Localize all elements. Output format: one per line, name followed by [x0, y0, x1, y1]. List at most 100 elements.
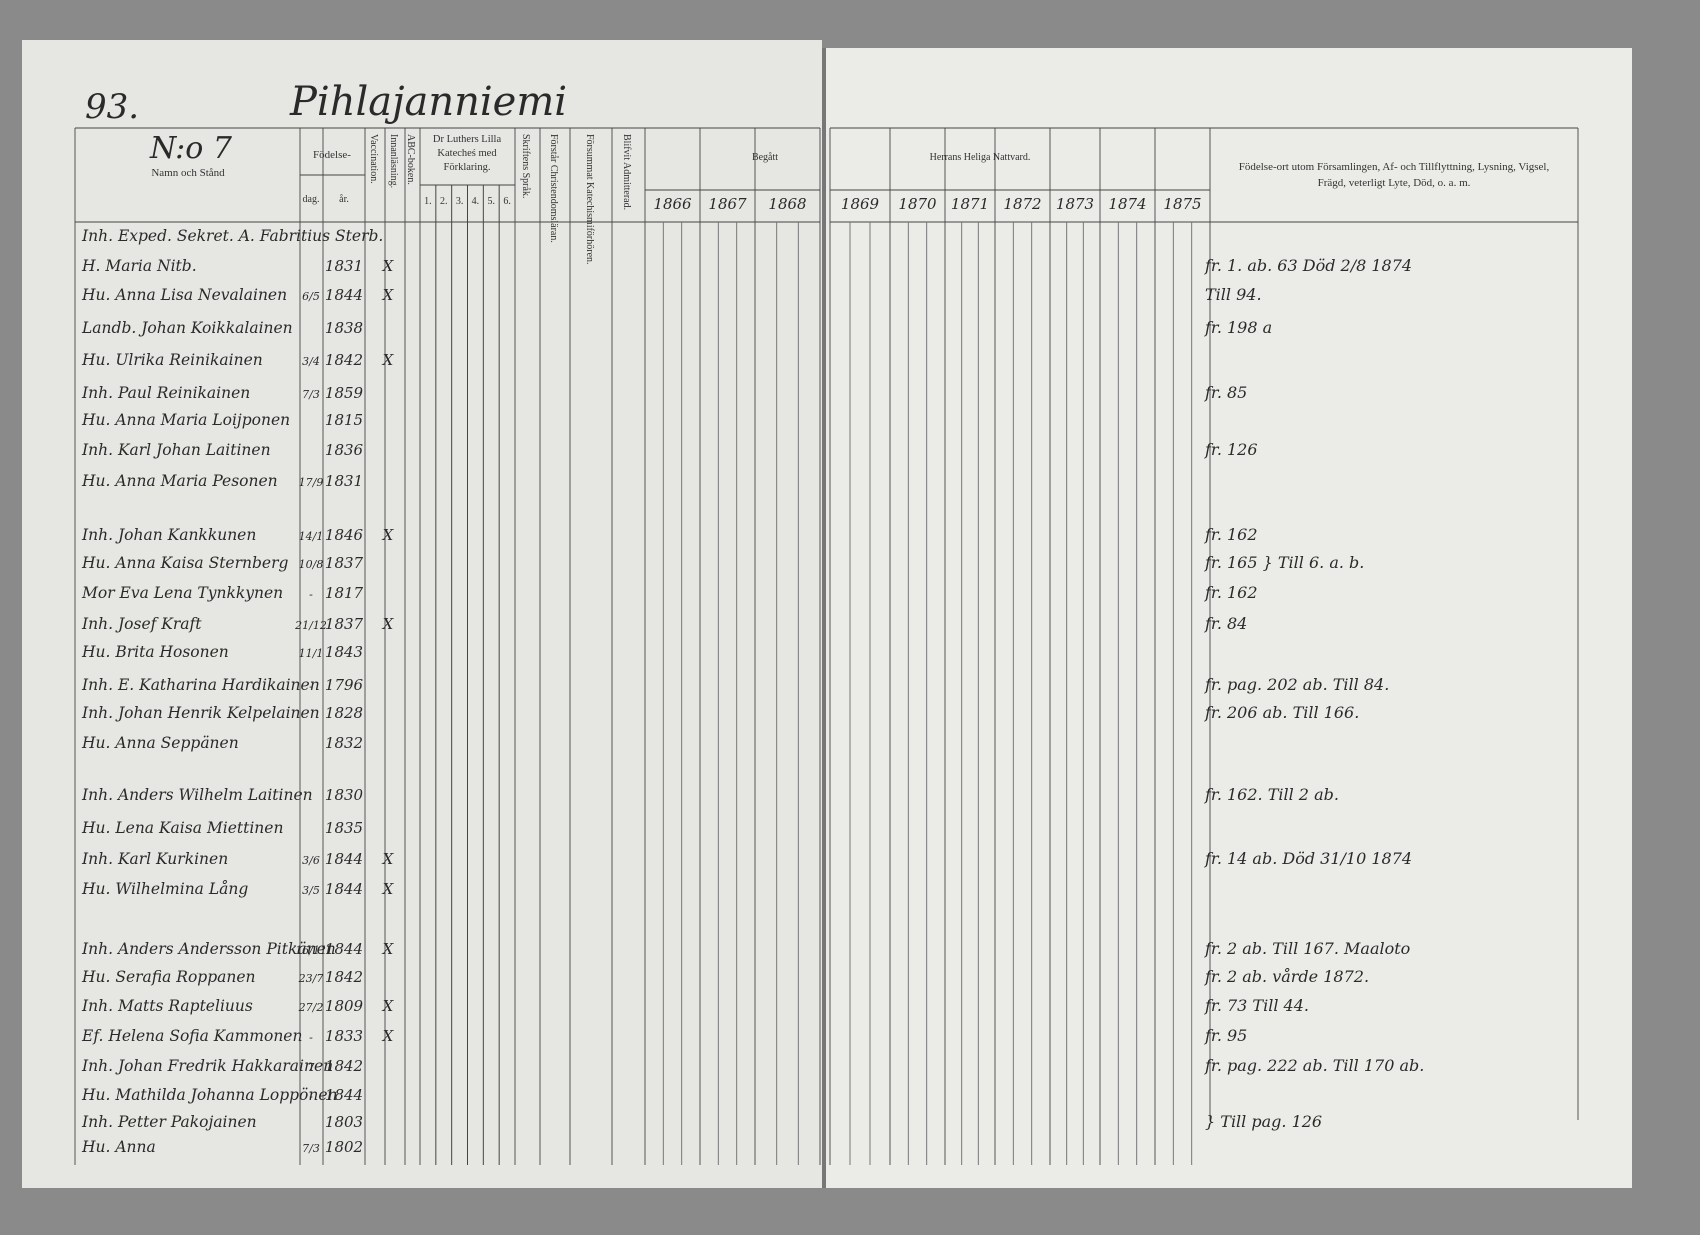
row-birth-year: 1842 — [325, 1057, 363, 1075]
year-header: 1872 — [1003, 195, 1041, 213]
row-birth-day: 3/4 — [302, 355, 320, 368]
row-birth-year: 1844 — [325, 850, 363, 868]
row-remark: fr. 162. Till 2 ab. — [1204, 785, 1339, 804]
row-name: Inh. Johan Kankkunen — [81, 526, 256, 544]
row-name: Hu. Brita Hosonen — [81, 643, 229, 661]
row-remark: fr. 95 — [1204, 1026, 1247, 1045]
row-name: Hu. Ulrika Reinikainen — [81, 351, 263, 369]
row-name: Inh. Petter Pakojainen — [81, 1113, 257, 1131]
row-birth-day: 3/6 — [302, 854, 320, 867]
row-birth-year: 1844 — [325, 940, 363, 958]
column-header: dag. — [303, 194, 320, 205]
row-birth-day: - — [309, 680, 313, 693]
row-name: Inh. E. Katharina Hardikainen — [81, 676, 320, 694]
row-birth-year: 1843 — [325, 643, 363, 661]
row-name: Inh. Johan Fredrik Hakkarainen — [81, 1057, 333, 1075]
column-header: år. — [339, 194, 349, 205]
row-vaccination: X — [382, 1027, 395, 1045]
row-name: Landb. Johan Koikkalainen — [81, 319, 293, 337]
row-birth-year: 1830 — [325, 786, 364, 804]
row-birth-year: 1828 — [325, 704, 363, 722]
row-name: Hu. Anna Seppänen — [81, 734, 239, 752]
row-birth-year: 1815 — [325, 411, 363, 429]
row-vaccination: X — [382, 997, 395, 1015]
row-vaccination: X — [382, 526, 395, 544]
household-number: N:o 7 — [149, 131, 233, 166]
column-header: Namn och Stånd — [151, 167, 225, 179]
row-name: H. Maria Nitb. — [81, 257, 197, 275]
column-header: Begått — [752, 152, 778, 163]
year-header: 1869 — [841, 195, 880, 213]
column-header: 4. — [472, 196, 480, 207]
row-name: Inh. Anders Wilhelm Laitinen — [81, 786, 313, 804]
row-birth-year: 1844 — [325, 1086, 363, 1104]
row-remark: Till 94. — [1205, 285, 1262, 304]
column-header: 2. — [440, 196, 448, 207]
year-header: 1873 — [1056, 195, 1094, 213]
row-birth-day: 3/5 — [302, 884, 320, 897]
row-birth-day: 7/3 — [302, 1142, 320, 1155]
row-remark: fr. 1. ab. 63 Död 2/8 1874 — [1204, 256, 1412, 275]
row-name: Inh. Karl Kurkinen — [81, 850, 228, 868]
row-name: Hu. Anna — [81, 1138, 156, 1156]
row-birth-day: 6/5 — [302, 290, 320, 303]
row-vaccination: X — [382, 615, 395, 633]
row-name: Hu. Anna Kaisa Sternberg — [81, 554, 288, 572]
row-vaccination: X — [382, 351, 395, 369]
row-name: Hu. Anna Maria Pesonen — [81, 472, 278, 490]
row-vaccination: X — [382, 940, 395, 958]
row-name: Mor Eva Lena Tynkkynen — [81, 584, 283, 602]
row-birth-year: 1842 — [325, 351, 363, 369]
row-birth-year: 1831 — [325, 257, 363, 275]
row-birth-year: 1817 — [325, 584, 364, 602]
row-vaccination: X — [382, 286, 395, 304]
column-header: Herrans Heliga Nattvard. — [930, 152, 1031, 163]
row-birth-day: 11/1 — [299, 647, 324, 660]
column-header: Dr Luthers Lilla — [433, 134, 502, 145]
row-birth-day: - — [309, 1090, 313, 1103]
row-remark: fr. 206 ab. Till 166. — [1204, 703, 1359, 722]
row-birth-day: 23/7 — [298, 972, 324, 985]
row-remark: fr. pag. 222 ab. Till 170 ab. — [1204, 1056, 1424, 1075]
column-header: Katecheś med — [437, 148, 497, 159]
year-header: 1874 — [1108, 195, 1146, 213]
row-remark: fr. 2 ab. vårde 1872. — [1204, 967, 1369, 986]
row-name: Ef. Helena Sofia Kammonen — [81, 1027, 302, 1045]
row-birth-day: 7/3 — [302, 388, 320, 401]
year-header: 1875 — [1163, 195, 1201, 213]
row-vaccination: X — [382, 257, 395, 275]
column-header: Innanläsning. — [388, 134, 399, 188]
row-remark: fr. 73 Till 44. — [1204, 996, 1309, 1015]
column-header: 1. — [424, 196, 432, 207]
column-header: Födelse-ort utom Församlingen, Af- och T… — [1239, 161, 1550, 173]
column-header: Förklaring. — [444, 162, 491, 173]
column-header: 6. — [503, 196, 511, 207]
row-name: Inh. Paul Reinikainen — [81, 384, 250, 402]
row-name: Hu. Anna Maria Loijponen — [81, 411, 290, 429]
row-birth-year: 1844 — [325, 286, 363, 304]
row-vaccination: X — [382, 880, 395, 898]
row-birth-year: 1837 — [325, 615, 364, 633]
row-name: Inh. Anders Andersson Pitkänen — [81, 940, 336, 958]
row-birth-day: 10/8 — [299, 558, 324, 571]
village-name: Pihlajanniemi — [289, 79, 567, 125]
row-birth-year: 1859 — [325, 384, 364, 402]
year-header: 1866 — [653, 195, 692, 213]
row-name: Hu. Wilhelmina Lång — [81, 880, 248, 898]
column-header: Födelse- — [313, 149, 351, 161]
row-remark: fr. 162 — [1204, 583, 1258, 602]
row-name: Inh. Josef Kraft — [81, 615, 202, 633]
row-name: Inh. Matts Rapteliuus — [81, 997, 253, 1015]
column-header: 5. — [488, 196, 496, 207]
year-header: 1868 — [768, 195, 806, 213]
row-birth-year: 1836 — [325, 441, 364, 459]
row-birth-year: 1838 — [325, 319, 363, 337]
year-header: 1870 — [898, 195, 937, 213]
row-name: Hu. Serafia Roppanen — [81, 968, 256, 986]
row-birth-year: 1835 — [325, 819, 363, 837]
row-remark: fr. pag. 202 ab. Till 84. — [1204, 675, 1389, 694]
row-vaccination: X — [382, 850, 395, 868]
row-birth-year: 1832 — [325, 734, 363, 752]
row-birth-year: 1846 — [325, 526, 364, 544]
